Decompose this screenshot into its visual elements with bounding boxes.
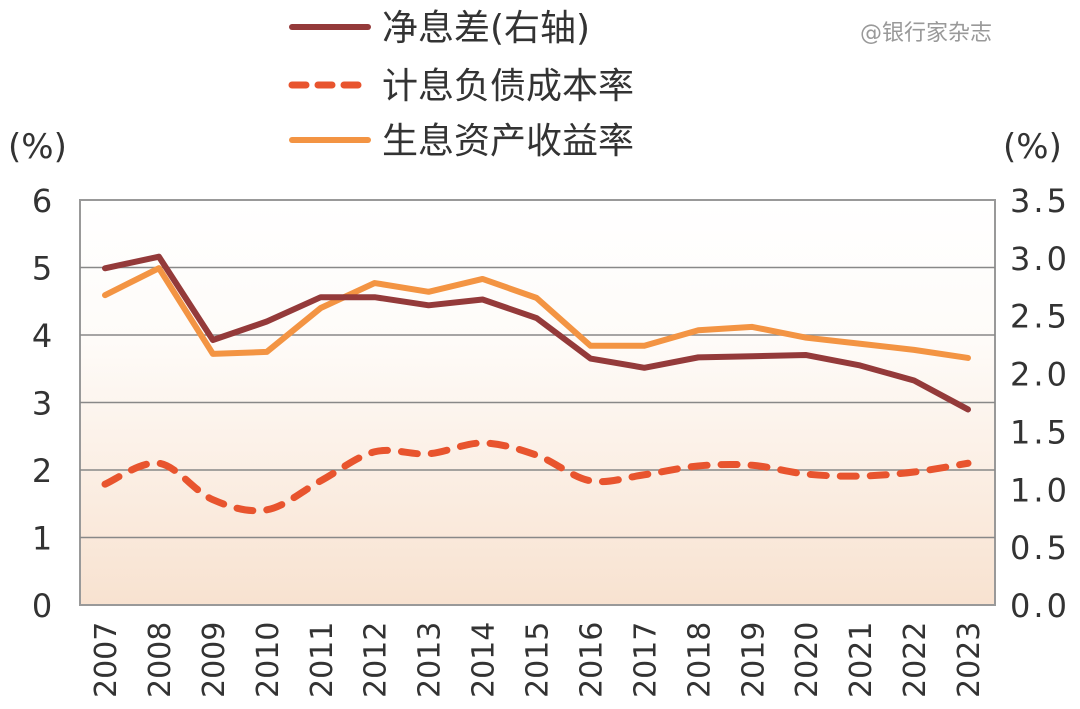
x-tick-label: 2022: [898, 622, 933, 698]
x-tick-label: 2019: [736, 622, 771, 698]
right-tick-label: 3.5: [1010, 182, 1070, 220]
x-tick-label: 2008: [143, 622, 178, 698]
right-tick-label: 0.0: [1010, 587, 1070, 625]
right-tick-label: 1.0: [1010, 471, 1070, 509]
series-line: [102, 265, 971, 361]
x-tick-label: 2011: [305, 622, 340, 698]
series-line: [101, 439, 972, 515]
x-tick-label: 2023: [952, 622, 987, 698]
right-tick-label: 0.5: [1010, 529, 1070, 567]
x-tick-label: 2010: [251, 622, 286, 698]
right-tick-label: 2.0: [1010, 356, 1070, 394]
left-tick-label: 4: [32, 317, 52, 355]
right-tick-label: 2.5: [1010, 298, 1070, 336]
legend-label: 计息负债成本率: [382, 66, 634, 107]
x-tick-label: 2014: [467, 622, 502, 698]
left-tick-label: 0: [32, 587, 52, 625]
left-axis-unit: (%): [8, 127, 67, 167]
x-tick-label: 2018: [682, 622, 717, 698]
right-tick-label: 3.0: [1010, 240, 1070, 278]
x-tick-label: 2016: [574, 622, 609, 698]
left-tick-label: 5: [32, 250, 52, 288]
x-tick-label: 2021: [844, 622, 879, 698]
x-tick-label: 2009: [197, 622, 232, 698]
right-axis-unit: (%): [1003, 127, 1062, 167]
watermark: @银行家杂志: [860, 21, 992, 46]
right-tick-label: 1.5: [1010, 413, 1070, 451]
x-tick-label: 2007: [89, 622, 124, 698]
x-tick-label: 2017: [628, 622, 663, 698]
x-tick-label: 2012: [359, 622, 394, 698]
left-tick-label: 1: [32, 520, 52, 558]
legend-label: 生息资产收益率: [382, 121, 634, 162]
x-tick-label: 2013: [413, 622, 448, 698]
left-tick-label: 3: [32, 385, 52, 423]
x-tick-label: 2020: [790, 622, 825, 698]
legend-label: 净息差(右轴): [382, 8, 590, 49]
series-line: [102, 253, 971, 413]
left-tick-label: 2: [32, 452, 52, 490]
x-tick-label: 2015: [521, 622, 556, 698]
left-tick-label: 6: [32, 182, 52, 220]
